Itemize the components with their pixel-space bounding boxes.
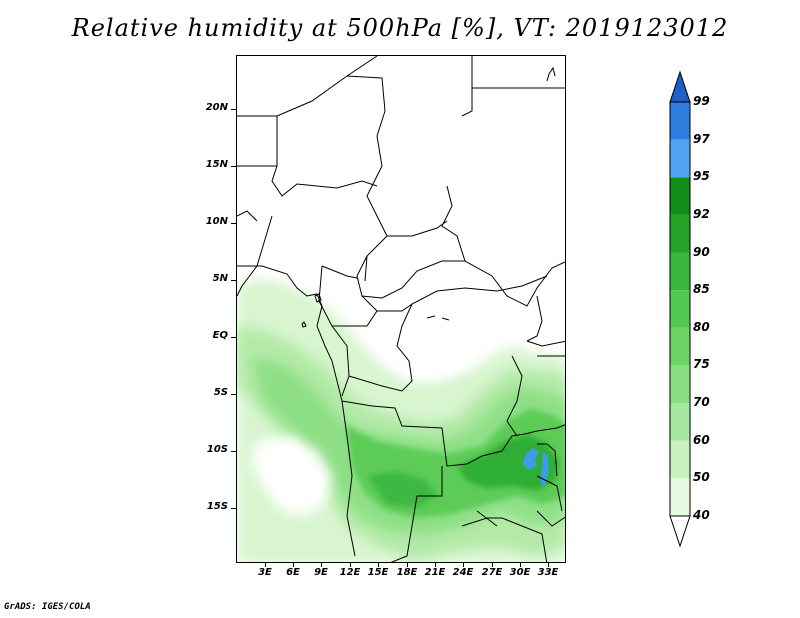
lon-tick bbox=[407, 563, 408, 567]
colorbar-segment bbox=[670, 365, 690, 404]
lon-tick bbox=[463, 563, 464, 567]
lon-label-27e: 27E bbox=[481, 567, 503, 578]
credit-text: GrADS: IGES/COLA bbox=[4, 602, 91, 612]
lat-label-10s: 10S bbox=[206, 444, 228, 455]
colorbar-label: 50 bbox=[693, 470, 710, 485]
lon-label-21e: 21E bbox=[424, 567, 446, 578]
lon-label-3e: 3E bbox=[258, 567, 272, 578]
lon-label-15e: 15E bbox=[367, 567, 389, 578]
lon-tick bbox=[378, 563, 379, 567]
lat-tick bbox=[231, 508, 236, 509]
lat-tick bbox=[231, 109, 236, 110]
lat-label-15s: 15S bbox=[206, 501, 228, 512]
lat-label-5n: 5N bbox=[212, 273, 228, 284]
lon-label-18e: 18E bbox=[396, 567, 418, 578]
colorbar-label: 85 bbox=[693, 282, 710, 297]
lon-tick bbox=[520, 563, 521, 567]
lat-label-eq: EQ bbox=[212, 330, 228, 341]
colorbar-label: 40 bbox=[693, 508, 710, 522]
colorbar-segment bbox=[670, 139, 690, 178]
colorbar-segments bbox=[669, 70, 691, 548]
lat-tick bbox=[231, 280, 236, 281]
map-title: Relative humidity at 500hPa [%], VT: 201… bbox=[71, 14, 729, 42]
colorbar-label: 92 bbox=[693, 206, 710, 221]
lake-bangweulu bbox=[523, 448, 539, 470]
colorbar-segment bbox=[669, 70, 691, 103]
humidity-field bbox=[237, 56, 565, 562]
colorbar-segment bbox=[670, 440, 690, 479]
lat-tick bbox=[231, 394, 236, 395]
colorbar-label: 75 bbox=[693, 357, 710, 372]
lat-tick bbox=[231, 337, 236, 338]
map-panel bbox=[236, 55, 566, 563]
colorbar-segment bbox=[669, 515, 691, 548]
colorbar-outline bbox=[669, 101, 691, 517]
colorbar-label: 90 bbox=[693, 244, 710, 259]
lon-label-33e: 33E bbox=[537, 567, 559, 578]
colorbar-label: 60 bbox=[693, 432, 710, 447]
lat-label-20n: 20N bbox=[205, 102, 228, 113]
lat-label-15n: 15N bbox=[205, 159, 228, 170]
colorbar-segment bbox=[670, 214, 690, 253]
lat-tick bbox=[231, 451, 236, 452]
colorbar-segment bbox=[670, 102, 690, 140]
colorbar-label: 80 bbox=[693, 319, 710, 334]
map-canvas bbox=[237, 56, 565, 562]
colorbar-segment bbox=[670, 327, 690, 366]
colorbar-segment bbox=[670, 252, 690, 291]
lon-label-30e: 30E bbox=[509, 567, 531, 578]
lat-label-5s: 5S bbox=[213, 387, 228, 398]
colorbar-label: 70 bbox=[693, 395, 710, 410]
lon-tick bbox=[321, 563, 322, 567]
country-borders bbox=[237, 56, 565, 562]
lon-tick bbox=[265, 563, 266, 567]
lon-tick bbox=[548, 563, 549, 567]
lat-tick bbox=[231, 166, 236, 167]
lon-tick bbox=[293, 563, 294, 567]
lon-label-24e: 24E bbox=[452, 567, 474, 578]
lat-tick bbox=[231, 223, 236, 224]
colorbar-segment bbox=[670, 290, 690, 328]
lon-label-9e: 9E bbox=[314, 567, 328, 578]
colorbar bbox=[669, 70, 691, 548]
colorbar-segment bbox=[670, 177, 690, 215]
lon-label-12e: 12E bbox=[339, 567, 361, 578]
colorbar-label: 97 bbox=[693, 131, 710, 146]
lat-label-10n: 10N bbox=[205, 216, 228, 227]
colorbar-segment bbox=[670, 478, 690, 516]
lon-label-6e: 6E bbox=[286, 567, 300, 578]
colorbar-label: 99 bbox=[693, 94, 710, 108]
lon-tick bbox=[435, 563, 436, 567]
lon-tick bbox=[350, 563, 351, 567]
colorbar-segment bbox=[670, 403, 690, 441]
lon-tick bbox=[492, 563, 493, 567]
colorbar-label: 95 bbox=[693, 169, 710, 184]
